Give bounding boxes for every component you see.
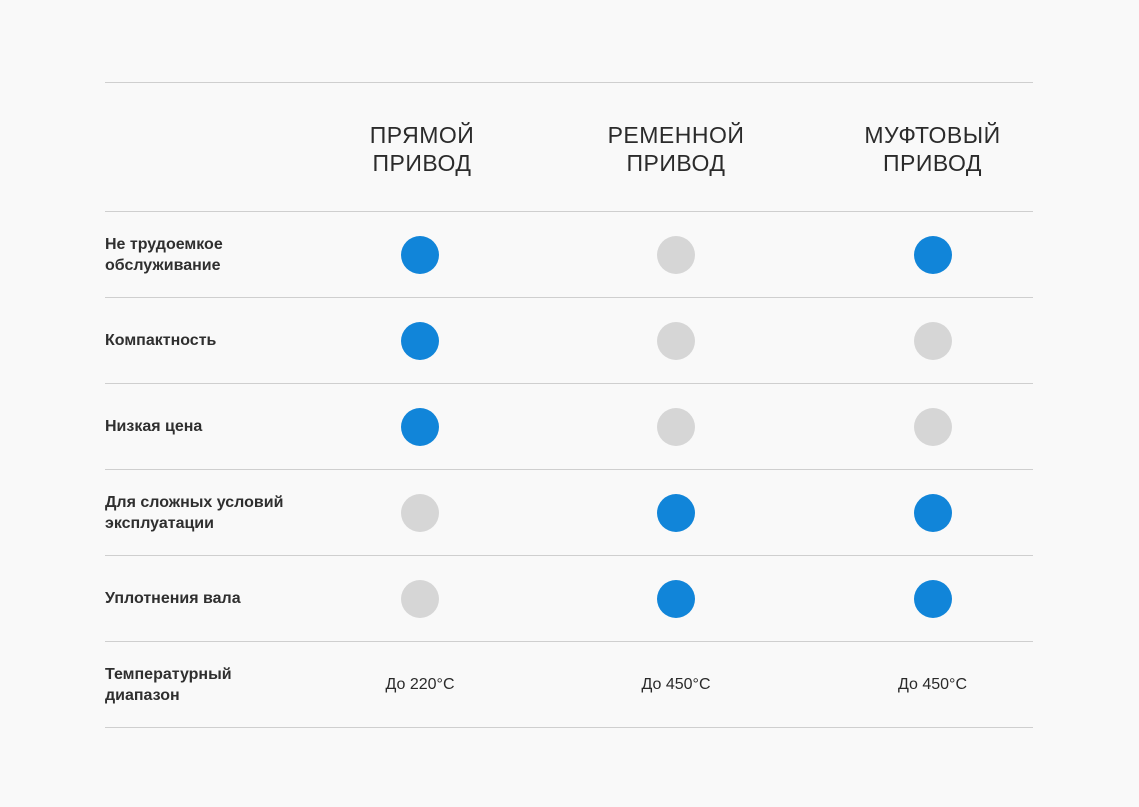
table-row: Для сложных условий эксплуатации — [105, 470, 1033, 556]
indicator-dot — [913, 493, 952, 532]
temperature-row: Температурный диапазон До 220°C До 450°C… — [105, 642, 1033, 728]
indicator-dot — [401, 235, 439, 274]
indicator-dot — [913, 235, 952, 274]
indicator-dot — [657, 235, 695, 274]
table-row: Компактность — [105, 298, 1033, 384]
row-label: Низкая цена — [105, 418, 203, 435]
column-header-coupling-drive: МУФТОВЫЙ ПРИВОД — [864, 122, 1001, 176]
indicator-dot — [657, 321, 695, 360]
row-label: Для сложных условий эксплуатации — [105, 493, 284, 532]
temperature-value: До 220°C — [385, 675, 455, 693]
indicator-dot — [401, 579, 439, 618]
header-row: ПРЯМОЙ ПРИВОД РЕМЕННОЙ ПРИВОД МУФТОВЫЙ П… — [105, 83, 1033, 212]
indicator-dot — [657, 407, 695, 446]
indicator-dot — [657, 579, 695, 618]
column-header-belt-drive: РЕМЕННОЙ ПРИВОД — [607, 122, 745, 176]
indicator-dot — [401, 321, 439, 360]
table-row: Уплотнения вала — [105, 556, 1033, 642]
row-label: Не трудоемкое обслуживание — [105, 235, 223, 274]
column-header-direct-drive: ПРЯМОЙ ПРИВОД — [369, 122, 475, 176]
indicator-dot — [913, 579, 952, 618]
comparison-table: ПРЯМОЙ ПРИВОД РЕМЕННОЙ ПРИВОД МУФТОВЫЙ П… — [105, 82, 1033, 728]
indicator-dot — [657, 493, 695, 532]
indicator-dot — [913, 407, 952, 446]
row-label: Температурный диапазон — [105, 665, 232, 704]
temperature-value: До 450°C — [641, 675, 711, 693]
indicator-dot — [401, 407, 439, 446]
indicator-dot — [401, 493, 439, 532]
indicator-dot — [913, 321, 952, 360]
table-row: Низкая цена — [105, 384, 1033, 470]
row-label: Компактность — [105, 332, 217, 349]
row-label: Уплотнения вала — [105, 590, 241, 607]
table-row: Не трудоемкое обслуживание — [105, 212, 1033, 298]
temperature-value: До 450°C — [897, 675, 967, 693]
